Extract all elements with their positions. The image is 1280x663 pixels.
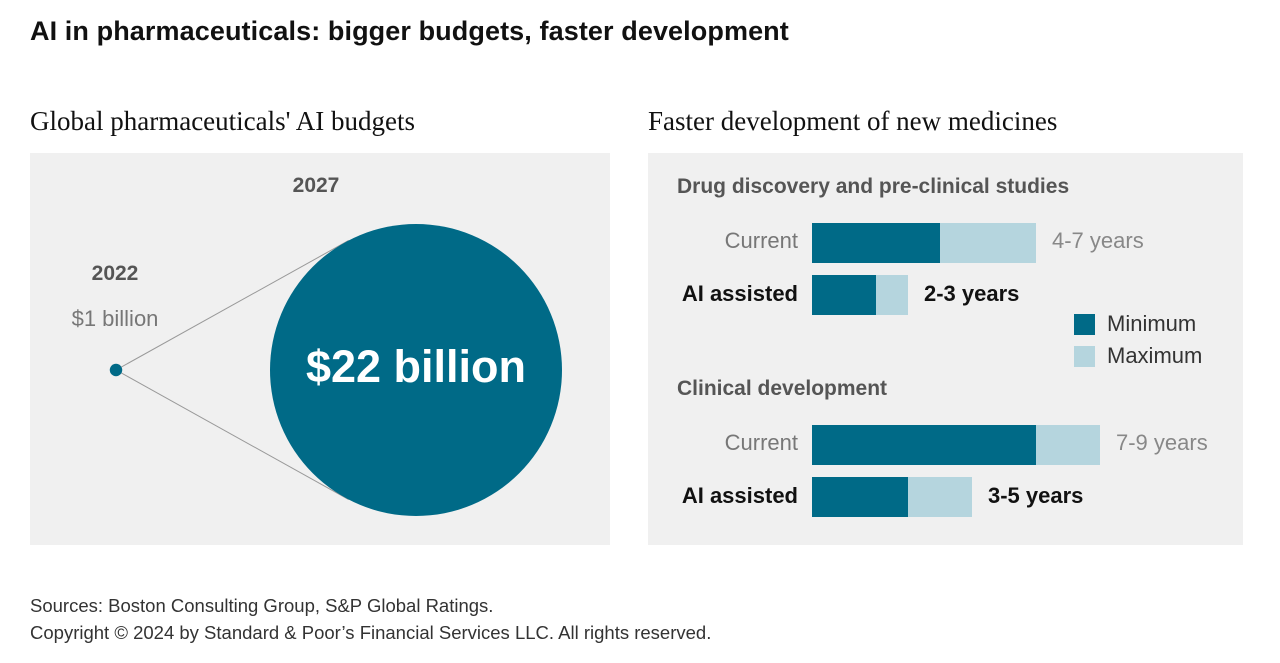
sources-note: Sources: Boston Consulting Group, S&P Gl… bbox=[30, 595, 494, 616]
row-label-clinical-ai: AI assisted bbox=[681, 483, 798, 508]
budget-chart-subtitle: Global pharmaceuticals' AI budgets bbox=[30, 106, 416, 136]
legend-label-minimum: Minimum bbox=[1107, 311, 1197, 336]
range-label-discovery-current: 4-7 years bbox=[1052, 228, 1144, 253]
row-label-discovery-current: Current bbox=[724, 228, 798, 253]
legend-item-maximum: Maximum bbox=[1074, 343, 1202, 369]
legend-label-maximum: Maximum bbox=[1107, 343, 1203, 368]
legend-swatch-minimum bbox=[1074, 313, 1095, 335]
bar-clinical-ai-minimum bbox=[812, 477, 908, 517]
range-label-clinical-current: 7-9 years bbox=[1116, 430, 1208, 455]
row-label-discovery-ai: AI assisted bbox=[681, 281, 798, 306]
page-title: AI in pharmaceuticals: bigger budgets, f… bbox=[30, 16, 789, 46]
value-2027-label: $22 billion bbox=[305, 341, 527, 392]
budget-chart-panel: 2022 $1 billion 2027 $22 billion bbox=[30, 153, 610, 545]
connector-line-top bbox=[115, 240, 349, 371]
development-chart-subtitle: Faster development of new medicines bbox=[648, 106, 1058, 136]
legend: Minimum Maximum bbox=[1074, 311, 1202, 369]
development-chart-panel: Drug discovery and pre-clinical studies … bbox=[648, 153, 1243, 545]
section-title-drug-discovery: Drug discovery and pre-clinical studies bbox=[677, 175, 1070, 198]
legend-swatch-maximum bbox=[1074, 345, 1095, 367]
bubble-2022 bbox=[109, 363, 123, 377]
bar-clinical-current-minimum bbox=[812, 425, 1036, 465]
bubble-2027 bbox=[270, 224, 562, 516]
copyright-note: Copyright © 2024 by Standard & Poor’s Fi… bbox=[30, 622, 712, 643]
section-title-clinical: Clinical development bbox=[677, 377, 888, 400]
range-label-discovery-ai: 2-3 years bbox=[924, 281, 1020, 306]
bar-discovery-current-minimum bbox=[812, 223, 940, 263]
value-2022-label: $1 billion bbox=[71, 306, 159, 331]
bar-discovery-ai-minimum bbox=[812, 275, 876, 315]
year-2027-label: 2027 bbox=[292, 174, 340, 197]
connector-line-bottom bbox=[115, 369, 349, 500]
row-label-clinical-current: Current bbox=[724, 430, 798, 455]
legend-item-minimum: Minimum bbox=[1074, 311, 1202, 337]
range-label-clinical-ai: 3-5 years bbox=[988, 483, 1084, 508]
year-2022-label: 2022 bbox=[91, 262, 139, 285]
budget-bubble-chart bbox=[109, 224, 562, 516]
